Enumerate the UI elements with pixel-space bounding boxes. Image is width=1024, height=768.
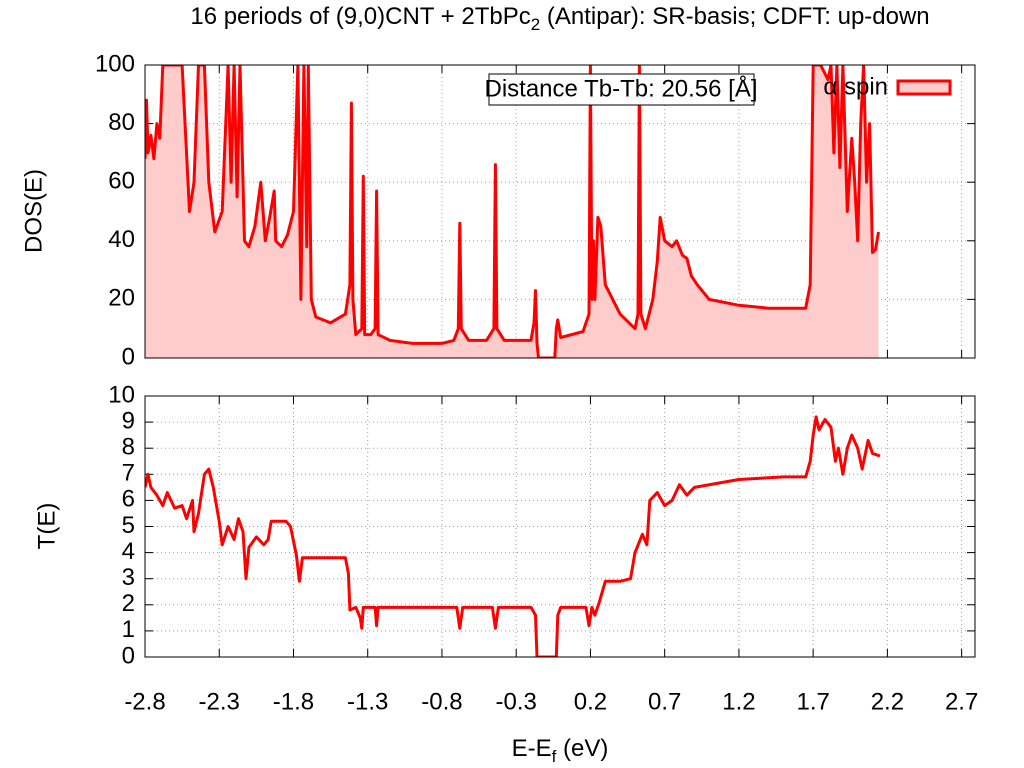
- y-axis-label: T(E): [33, 503, 60, 550]
- y-tick-label: 4: [122, 538, 135, 565]
- y-tick-label: 80: [108, 109, 135, 136]
- legend-swatch: [896, 79, 952, 96]
- y-tick-label: 40: [108, 226, 135, 253]
- y-tick-label: 9: [122, 407, 135, 434]
- x-tick-label: 1.2: [722, 688, 755, 715]
- x-tick-label: 2.7: [945, 688, 978, 715]
- y-tick-label: 2: [122, 590, 135, 617]
- plot-area: [145, 65, 880, 358]
- x-tick-label: -1.3: [347, 688, 388, 715]
- x-axis-label: E-Ef (eV): [512, 735, 609, 766]
- plot-area: [145, 415, 881, 657]
- x-tick-label: -2.3: [199, 688, 240, 715]
- y-tick-label: 100: [95, 50, 135, 77]
- x-tick-label: -0.8: [421, 688, 462, 715]
- y-tick-label: 5: [122, 512, 135, 539]
- x-tick-label: 2.2: [871, 688, 904, 715]
- x-tick-label: -0.3: [496, 688, 537, 715]
- y-tick-label: 8: [122, 434, 135, 461]
- x-tick-label: -1.8: [273, 688, 314, 715]
- legend-label: α spin: [823, 73, 888, 100]
- y-tick-label: 20: [108, 285, 135, 312]
- chart-title: 16 periods of (9,0)CNT + 2TbPc2 (Antipar…: [190, 3, 929, 34]
- y-tick-label: 0: [122, 642, 135, 669]
- line: [145, 415, 881, 657]
- x-tick-label: -2.8: [124, 688, 165, 715]
- y-tick-label: 0: [122, 343, 135, 370]
- line: [145, 65, 880, 358]
- plot-frame: [144, 64, 976, 359]
- y-tick-label: 6: [122, 486, 135, 513]
- y-tick-label: 60: [108, 168, 135, 195]
- y-tick-label: 1: [122, 616, 135, 643]
- plot-frame: [144, 395, 976, 658]
- y-axis-label: DOS(E): [20, 169, 47, 253]
- x-tick-label: 0.2: [574, 688, 607, 715]
- annotation-box: [488, 73, 755, 106]
- x-tick-label: 1.7: [796, 688, 829, 715]
- x-tick-label: 0.7: [648, 688, 681, 715]
- y-tick-label: 7: [122, 460, 135, 487]
- annotation: Distance Tb-Tb: 20.56 [Å]: [484, 74, 757, 102]
- y-tick-label: 3: [122, 564, 135, 591]
- area-fill: [145, 65, 879, 358]
- y-tick-label: 10: [108, 381, 135, 408]
